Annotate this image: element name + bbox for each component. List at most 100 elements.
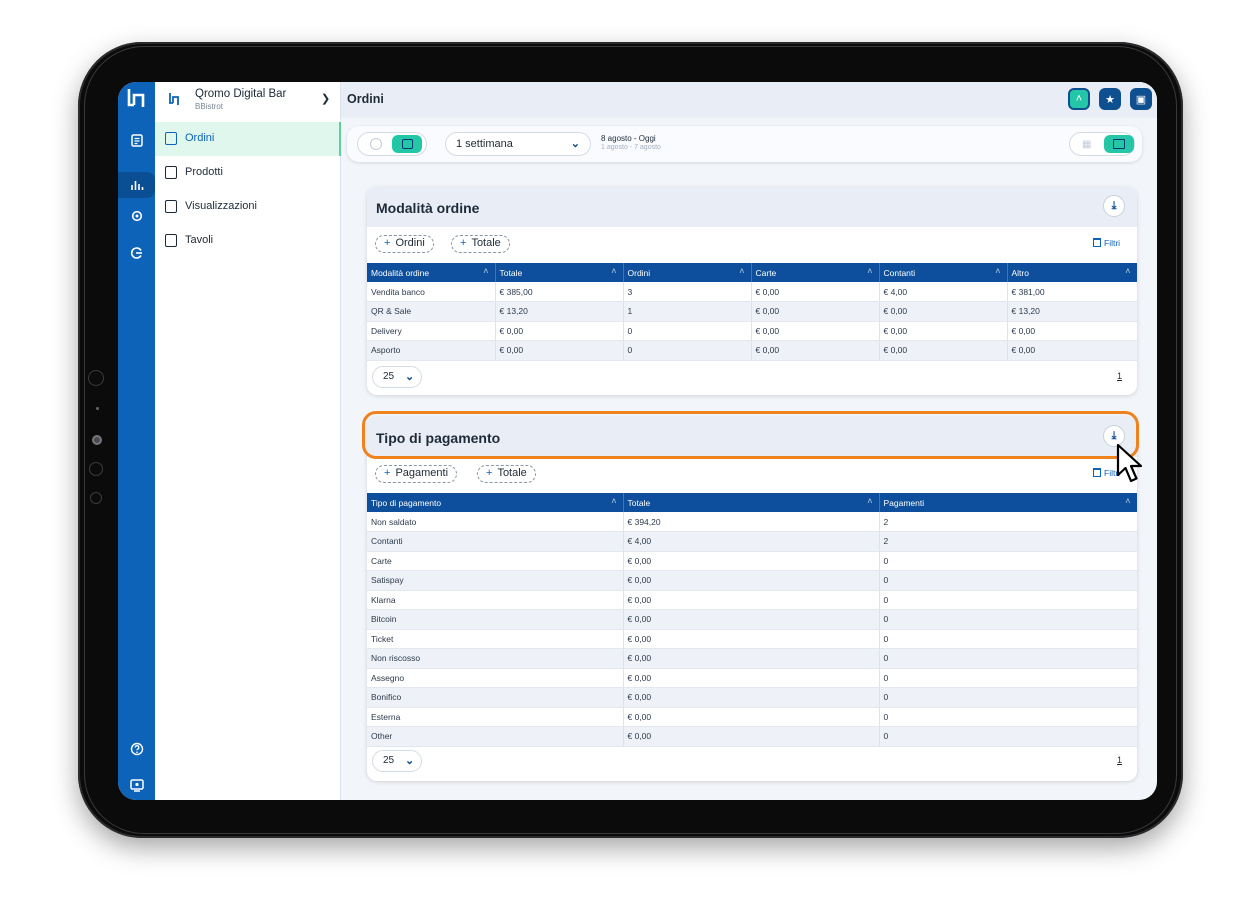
table-cell: € 13,20 (495, 301, 624, 322)
table-cell: 0 (879, 609, 1137, 630)
calendar-icon[interactable] (392, 135, 422, 153)
chip-label: Pagamenti (395, 467, 449, 479)
page-link[interactable]: 1 (1117, 371, 1123, 381)
settings-icon[interactable] (118, 203, 155, 229)
tablet-bezel-edge (84, 46, 1177, 834)
chip-label: Ordini (395, 237, 425, 249)
column-header[interactable]: Totale ˄ (623, 493, 880, 512)
table-cell: 0 (879, 590, 1137, 610)
filters-button[interactable]: Filtri (1093, 468, 1120, 478)
column-header[interactable]: Carte ˄ (751, 263, 880, 282)
add-ordini-chip[interactable]: + Ordini (375, 235, 434, 253)
table-cell: € 13,20 (1007, 301, 1137, 322)
card-header: Modalità ordine ⤓ (367, 187, 1137, 227)
card-header: Tipo di pagamento ⤓ (367, 417, 1137, 457)
table-cell: Carte (367, 551, 624, 571)
table-header-row: Modalità ordine ˄ Totale ˄ Ordini ˄ Carte ˄ … (367, 263, 1137, 282)
mouse-cursor-icon (1116, 443, 1143, 483)
table-cell: € 0,00 (1007, 340, 1137, 361)
chart-icon[interactable]: ▦ (1082, 139, 1092, 150)
table-cell: 0 (879, 668, 1137, 688)
page-link[interactable]: 1 (1117, 755, 1123, 765)
add-pagamenti-chip[interactable]: + Pagamenti (375, 465, 458, 483)
payment-type-table: Tipo di pagamento ˄ Totale ˄ Pagamenti ˄ No… (367, 493, 1137, 747)
table-cell: Other (367, 726, 624, 747)
column-header[interactable]: Totale ˄ (495, 263, 624, 282)
table-cell: € 0,00 (623, 726, 880, 747)
table-cell: € 0,00 (623, 570, 880, 591)
nav-item-tavoli[interactable]: Tavoli (155, 224, 341, 258)
table-cell: € 0,00 (751, 340, 880, 361)
sort-icon[interactable]: ˄ (611, 496, 617, 506)
venue-subtitle: BBistrot (195, 102, 224, 111)
download-icon[interactable]: ⤓ (1103, 195, 1125, 217)
filters-button[interactable]: Filtri (1093, 238, 1120, 248)
sort-icon[interactable]: ˄ (995, 266, 1001, 276)
page-title: Ordini (347, 92, 384, 106)
table-row: Satispay € 0,00 0 (367, 570, 1137, 591)
sort-icon[interactable]: ˄ (611, 266, 617, 276)
chevron-down-icon: ⌄ (405, 755, 415, 767)
table-cell: 0 (879, 726, 1137, 747)
help-icon[interactable] (118, 736, 155, 762)
table-cell: Bitcoin (367, 609, 624, 630)
highlight-annotation (362, 411, 1139, 459)
view-toggle[interactable]: ▦ (1069, 132, 1135, 156)
table-cell: Delivery (367, 321, 496, 341)
table-row: Non saldato € 394,20 2 (367, 512, 1137, 532)
table-cell: € 0,00 (623, 609, 880, 630)
table-cell: € 0,00 (623, 707, 880, 727)
add-totale-chip[interactable]: + Totale (451, 235, 510, 253)
venue-name: Qromo Digital Bar (195, 88, 287, 100)
nav-item-prodotti[interactable]: Prodotti (155, 156, 341, 190)
column-header[interactable]: Contanti ˄ (879, 263, 1008, 282)
app-screen: Qromo Digital Bar BBistrot ❯ Ordini Prod… (118, 82, 1157, 800)
column-header[interactable]: Pagamenti ˄ (879, 493, 1137, 512)
column-header[interactable]: Ordini ˄ (623, 263, 752, 282)
column-header[interactable]: Tipo di pagamento ˄ (367, 493, 624, 512)
sort-icon[interactable]: ˄ (483, 266, 489, 276)
table-cell: € 0,00 (623, 590, 880, 610)
column-header[interactable]: Modalità ordine ˄ (367, 263, 496, 282)
orders-icon (165, 132, 177, 145)
venue-switcher[interactable]: Qromo Digital Bar BBistrot ❯ (155, 82, 341, 120)
stats-icon[interactable] (118, 172, 155, 198)
page-size-select[interactable]: 25 ⌄ (372, 366, 422, 388)
sort-icon[interactable]: ˄ (867, 496, 873, 506)
table-row: Asporto € 0,00 0 € 0,00 € 0,00 € 0,00 (367, 340, 1137, 361)
logo-icon[interactable] (124, 86, 148, 110)
sort-icon[interactable]: ˄ (739, 266, 745, 276)
page-size-value: 25 (383, 755, 395, 766)
table-cell: € 0,00 (879, 321, 1008, 341)
table-row: Carte € 0,00 0 (367, 551, 1137, 571)
table-cell: € 0,00 (623, 687, 880, 708)
nav-item-visualizzazioni[interactable]: Visualizzazioni (155, 190, 341, 224)
time-mode-toggle[interactable] (357, 132, 427, 156)
clock-icon[interactable] (370, 138, 382, 150)
page-size-select[interactable]: 25 ⌄ (372, 750, 422, 772)
table-cell: Non riscosso (367, 648, 624, 669)
sort-icon[interactable]: ˄ (1125, 266, 1131, 276)
hardware-button (89, 462, 103, 476)
trash-icon (1093, 468, 1101, 477)
calendar-icon[interactable]: ▣ (1130, 88, 1152, 110)
orders-icon[interactable] (118, 127, 155, 153)
table-view-icon[interactable] (1104, 135, 1134, 153)
table-row: Ticket € 0,00 0 (367, 629, 1137, 649)
download-icon[interactable]: ⤓ (1103, 425, 1125, 447)
table-cell: 1 (623, 301, 752, 322)
period-select[interactable]: 1 settimana ⌄ (445, 132, 591, 156)
sort-icon[interactable]: ˄ (1125, 496, 1131, 506)
column-header[interactable]: Altro ˄ (1007, 263, 1137, 282)
screen-icon[interactable] (118, 772, 155, 798)
integrations-icon[interactable] (118, 240, 155, 266)
star-icon[interactable]: ★ (1099, 88, 1121, 110)
table-cell: 0 (623, 321, 752, 341)
payment-type-card: Tipo di pagamento ⤓ + Pagamenti + Totale F… (367, 417, 1137, 781)
trash-icon (1093, 238, 1101, 247)
add-totale-chip[interactable]: + Totale (477, 465, 536, 483)
sort-icon[interactable]: ˄ (867, 266, 873, 276)
nav-item-ordini[interactable]: Ordini (155, 122, 341, 156)
chevron-up-icon[interactable]: ˄ (1068, 88, 1090, 110)
hardware-button (90, 492, 102, 504)
